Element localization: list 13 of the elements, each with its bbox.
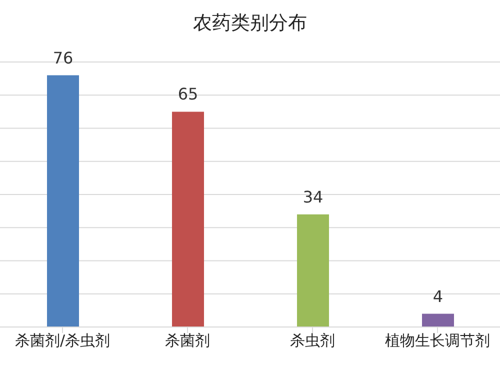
bar	[297, 214, 329, 327]
x-tick-label: 杀菌剂/杀虫剂	[14, 332, 110, 350]
chart-title: 农药类别分布	[192, 11, 308, 36]
bar	[172, 112, 204, 327]
x-tick-label: 杀虫剂	[290, 332, 335, 350]
data-label: 76	[52, 48, 74, 68]
bar	[47, 75, 79, 327]
data-label: 65	[178, 84, 198, 104]
x-tick-label: 杀菌剂	[165, 332, 210, 350]
data-label: 4	[432, 286, 444, 306]
bar	[422, 314, 454, 327]
data-label: 34	[302, 187, 324, 206]
x-tick-label: 植物生长调节剂	[385, 332, 490, 350]
